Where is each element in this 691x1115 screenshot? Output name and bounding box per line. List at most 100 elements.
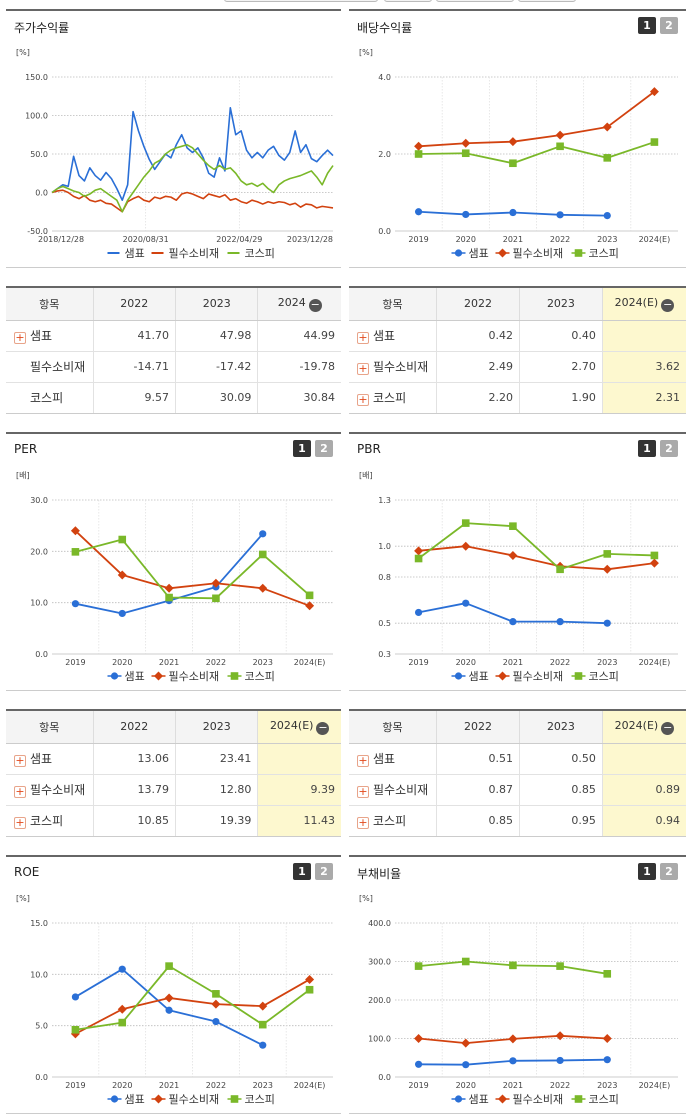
y-axis-unit-label: [배] xyxy=(359,471,373,480)
legend-item[interactable]: 필수소비재 xyxy=(495,1093,564,1106)
y-tick-label: 0.0 xyxy=(35,1073,48,1082)
legend-item[interactable]: 샘표 xyxy=(451,1093,489,1106)
legend-item[interactable]: 샘표 xyxy=(107,247,145,260)
table-row: + 필수소비재 13.79 12.80 9.39 xyxy=(6,774,341,806)
legend-item[interactable]: 코스피 xyxy=(227,670,275,683)
data-point xyxy=(164,583,174,593)
column-header-year: 2024(E) − xyxy=(601,288,686,321)
expand-plus-icon[interactable]: + xyxy=(357,362,369,375)
column-header-year: 2022 xyxy=(92,711,176,744)
collapse-minus-icon[interactable]: − xyxy=(316,720,330,735)
toggle-1-button[interactable]: 1 xyxy=(638,17,656,34)
toggle-1-button[interactable]: 1 xyxy=(638,440,656,457)
legend-item[interactable]: 필수소비재 xyxy=(495,670,564,683)
x-tick-label: 2024(E) xyxy=(639,1081,671,1090)
collapse-minus-icon[interactable]: − xyxy=(308,297,322,312)
expand-plus-icon[interactable]: + xyxy=(14,331,26,344)
expand-plus-icon[interactable]: + xyxy=(357,331,369,344)
panel-title: ROE xyxy=(14,865,40,879)
toggle-2-button[interactable]: 2 xyxy=(660,440,678,457)
top-button-1[interactable] xyxy=(224,0,378,2)
collapse-minus-icon[interactable]: − xyxy=(661,720,675,735)
data-point xyxy=(118,609,126,618)
data-point xyxy=(509,1057,517,1065)
data-point xyxy=(556,142,564,151)
row-label-cell: + 필수소비재 xyxy=(349,774,437,806)
toggle-2-button[interactable]: 2 xyxy=(315,863,333,880)
legend-item[interactable]: 샘표 xyxy=(451,247,489,260)
legend-item[interactable]: 필수소비재 xyxy=(151,670,220,683)
legend-item[interactable]: 필수소비재 xyxy=(495,247,564,260)
column-header-label: 2024 xyxy=(277,295,306,309)
y-axis-unit-label: [%] xyxy=(359,48,373,57)
pbr-table: 항목 2022 2023 2024(E) − + 샘표 0.51 0.50 + 필수소비재 0.87 0… xyxy=(349,709,686,837)
expand-plus-icon[interactable]: + xyxy=(14,754,26,767)
legend-item[interactable]: 코스피 xyxy=(571,1093,619,1106)
data-point xyxy=(258,583,268,593)
top-button-2[interactable] xyxy=(384,0,432,2)
table-cell xyxy=(601,320,686,352)
legend-item[interactable]: 코스피 xyxy=(227,247,275,260)
y-tick-label: 100.0 xyxy=(368,1035,391,1044)
legend-item[interactable]: 필수소비재 xyxy=(151,1093,220,1106)
column-header-label: 항목 xyxy=(39,297,60,311)
y-tick-label: 2.0 xyxy=(378,150,391,159)
legend-swatch-marker xyxy=(154,671,163,681)
x-tick-label: 2019 xyxy=(65,658,85,667)
legend-item[interactable]: 샘표 xyxy=(107,1093,145,1106)
table-cell: 0.85 xyxy=(519,774,603,806)
data-point xyxy=(71,600,80,608)
column-header-label: 2023 xyxy=(202,720,231,734)
x-tick-label: 2021 xyxy=(503,235,523,244)
toggle-2-button[interactable]: 2 xyxy=(660,863,678,880)
legend-item[interactable]: 필수소비재 xyxy=(151,247,220,260)
toggle-2-button[interactable]: 2 xyxy=(660,17,678,34)
y-tick-label: 0.0 xyxy=(35,650,48,659)
toggle-1-button[interactable]: 1 xyxy=(293,863,311,880)
data-point xyxy=(555,130,565,140)
toggle-1-button[interactable]: 1 xyxy=(293,440,311,457)
legend-swatch-marker xyxy=(574,672,583,680)
table-cell: 2.70 xyxy=(519,351,603,383)
row-label: 샘표 xyxy=(30,752,53,766)
legend-item[interactable]: 코스피 xyxy=(571,247,619,260)
x-tick-label: 2022 xyxy=(550,658,570,667)
legend-item[interactable]: 코스피 xyxy=(571,670,619,683)
column-header-year: 2024(E) − xyxy=(601,711,686,744)
y-tick-label: 0.5 xyxy=(378,619,391,628)
expand-plus-icon[interactable]: + xyxy=(357,816,369,830)
expand-plus-icon[interactable]: + xyxy=(14,785,26,798)
table-cell: 0.50 xyxy=(519,743,603,775)
x-tick-label: 2021 xyxy=(503,1081,523,1090)
column-header-item: 항목 xyxy=(6,288,94,321)
top-button-3[interactable] xyxy=(436,0,514,2)
price-return-panel: 주가수익률 [%] 150.0 100.0 50.0 0.0 -50.0 2018/12/2… xyxy=(6,9,341,268)
collapse-minus-icon[interactable]: − xyxy=(661,297,675,312)
expand-plus-icon[interactable]: + xyxy=(357,393,369,407)
table-cell: 13.06 xyxy=(92,743,176,775)
data-point xyxy=(603,970,612,978)
data-point xyxy=(649,558,659,568)
expand-plus-icon[interactable]: + xyxy=(14,816,26,830)
table-cell: 12.80 xyxy=(174,774,258,806)
legend-item[interactable]: 샘표 xyxy=(107,670,145,683)
legend-item[interactable]: 샘표 xyxy=(451,670,489,683)
y-axis-unit-label: [%] xyxy=(16,894,30,903)
column-header-label: 항목 xyxy=(382,297,403,311)
legend-item[interactable]: 코스피 xyxy=(227,1093,275,1106)
toggle-1-button[interactable]: 1 xyxy=(638,863,656,880)
column-header-year: 2023 xyxy=(174,288,258,321)
y-tick-label: -50.0 xyxy=(27,227,48,236)
table-row: + 필수소비재 2.49 2.70 3.62 xyxy=(349,351,686,383)
toggle-2-button[interactable]: 2 xyxy=(315,440,333,457)
data-point xyxy=(212,594,220,603)
legend-swatch-marker xyxy=(454,1095,463,1103)
data-point xyxy=(509,618,517,626)
table-cell: 0.94 xyxy=(601,805,686,836)
expand-plus-icon[interactable]: + xyxy=(357,785,369,798)
row-label-cell: + 코스피 xyxy=(349,805,437,836)
top-button-4[interactable] xyxy=(518,0,576,2)
legend-swatch-marker xyxy=(454,249,463,257)
expand-plus-icon[interactable]: + xyxy=(357,754,369,767)
row-label: 코스피 xyxy=(30,391,64,406)
